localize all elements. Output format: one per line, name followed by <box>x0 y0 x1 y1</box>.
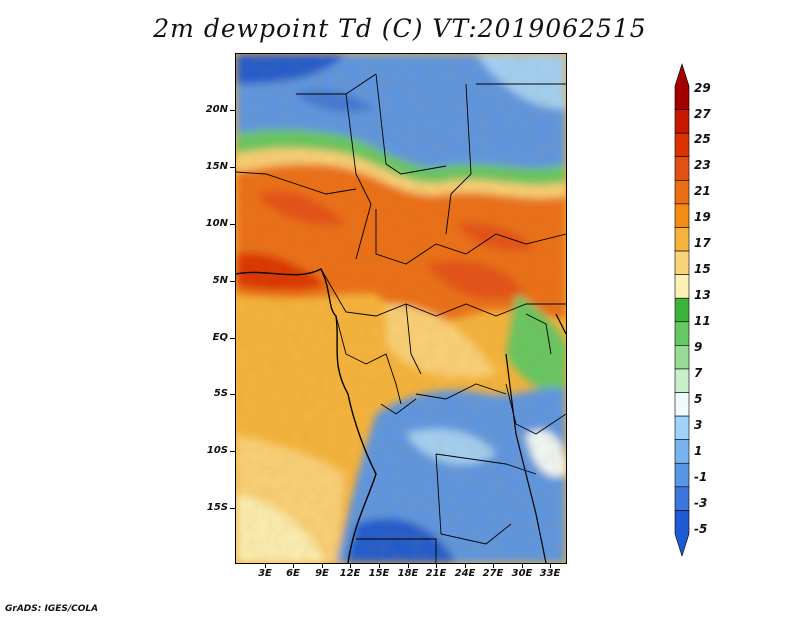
lat-label: 20N <box>205 104 228 115</box>
colorbar-segment <box>674 345 690 370</box>
colorbar-label: 5 <box>694 392 703 406</box>
chart-title: 2m dewpoint Td (C) VT:2019062515 <box>153 14 647 43</box>
lat-label: 10S <box>206 445 228 456</box>
colorbar-segment <box>674 132 690 158</box>
colorbar-label: 7 <box>694 366 703 380</box>
lon-label: 18E <box>397 568 419 579</box>
lon-tick <box>265 563 266 568</box>
lon-label: 6E <box>286 568 300 579</box>
lon-tick <box>550 563 551 568</box>
lon-label: 21E <box>425 568 447 579</box>
lon-tick <box>408 563 409 568</box>
colorbar-segment <box>674 180 690 205</box>
colorbar-segment <box>674 368 690 393</box>
colorbar-segment <box>674 297 690 323</box>
coastline <box>236 268 377 563</box>
colorbar-label: 27 <box>694 107 711 121</box>
colorbar-label: -1 <box>694 470 708 484</box>
colorbar-label: 13 <box>694 288 711 302</box>
lat-label: 10N <box>205 218 228 229</box>
lon-tick <box>522 563 523 568</box>
colorbar-label: 21 <box>694 184 711 198</box>
colorbar-segment <box>674 486 690 511</box>
colorbar-label: 17 <box>694 236 711 250</box>
lon-label: 9E <box>315 568 329 579</box>
lon-tick <box>322 563 323 568</box>
lat-label: 15S <box>206 502 228 513</box>
lat-tick <box>230 110 235 111</box>
colorbar-label: 25 <box>694 132 711 146</box>
colorbar-label: 15 <box>694 262 711 276</box>
lon-tick <box>293 563 294 568</box>
colorbar-segment <box>674 321 690 346</box>
colorbar-label: -3 <box>694 496 708 510</box>
colorbar-segment <box>674 462 690 488</box>
colorbar-segment <box>674 415 690 440</box>
colorbar-label: 1 <box>694 444 703 458</box>
colorbar-segment <box>674 63 690 110</box>
lon-tick <box>465 563 466 568</box>
lon-label: 3E <box>258 568 272 579</box>
lon-label: 24E <box>454 568 476 579</box>
lon-label: 33E <box>539 568 561 579</box>
lat-tick <box>230 394 235 395</box>
colorbar-segment <box>674 392 690 417</box>
lon-tick <box>493 563 494 568</box>
lon-label: 12E <box>339 568 361 579</box>
colorbar-segment <box>674 156 690 181</box>
lon-label: 27E <box>482 568 504 579</box>
colorbar-label: 11 <box>694 314 711 328</box>
colorbar-label: 19 <box>694 210 711 224</box>
lat-tick <box>230 338 235 339</box>
colorbar-label: 3 <box>694 418 703 432</box>
country-boundaries <box>236 73 566 563</box>
colorbar-label: 23 <box>694 158 711 172</box>
colorbar-label: 29 <box>694 81 711 95</box>
colorbar-segment <box>674 250 690 275</box>
lat-label: 5S <box>213 388 228 399</box>
colorbar-label: 9 <box>694 340 703 354</box>
lon-tick <box>379 563 380 568</box>
colorbar-segment <box>674 439 690 464</box>
colorbar-segment <box>674 227 690 252</box>
software-credit: GrADS: IGES/COLA <box>5 604 99 614</box>
map-panel <box>235 53 567 564</box>
lat-tick <box>230 281 235 282</box>
colorbar <box>674 63 690 557</box>
colorbar-label: -5 <box>694 522 708 536</box>
lat-tick <box>230 167 235 168</box>
dewpoint-field <box>236 54 566 563</box>
lon-tick <box>436 563 437 568</box>
colorbar-segment <box>674 203 690 228</box>
lat-label: 5N <box>212 275 228 286</box>
lat-label: EQ <box>212 332 228 343</box>
lat-tick <box>230 224 235 225</box>
lat-tick <box>230 508 235 509</box>
colorbar-segment <box>674 510 690 557</box>
lat-label: 15N <box>205 161 228 172</box>
lon-label: 30E <box>511 568 533 579</box>
colorbar-segment <box>674 109 690 134</box>
lon-tick <box>350 563 351 568</box>
lat-tick <box>230 451 235 452</box>
lon-label: 15E <box>368 568 390 579</box>
colorbar-segment <box>674 274 690 299</box>
